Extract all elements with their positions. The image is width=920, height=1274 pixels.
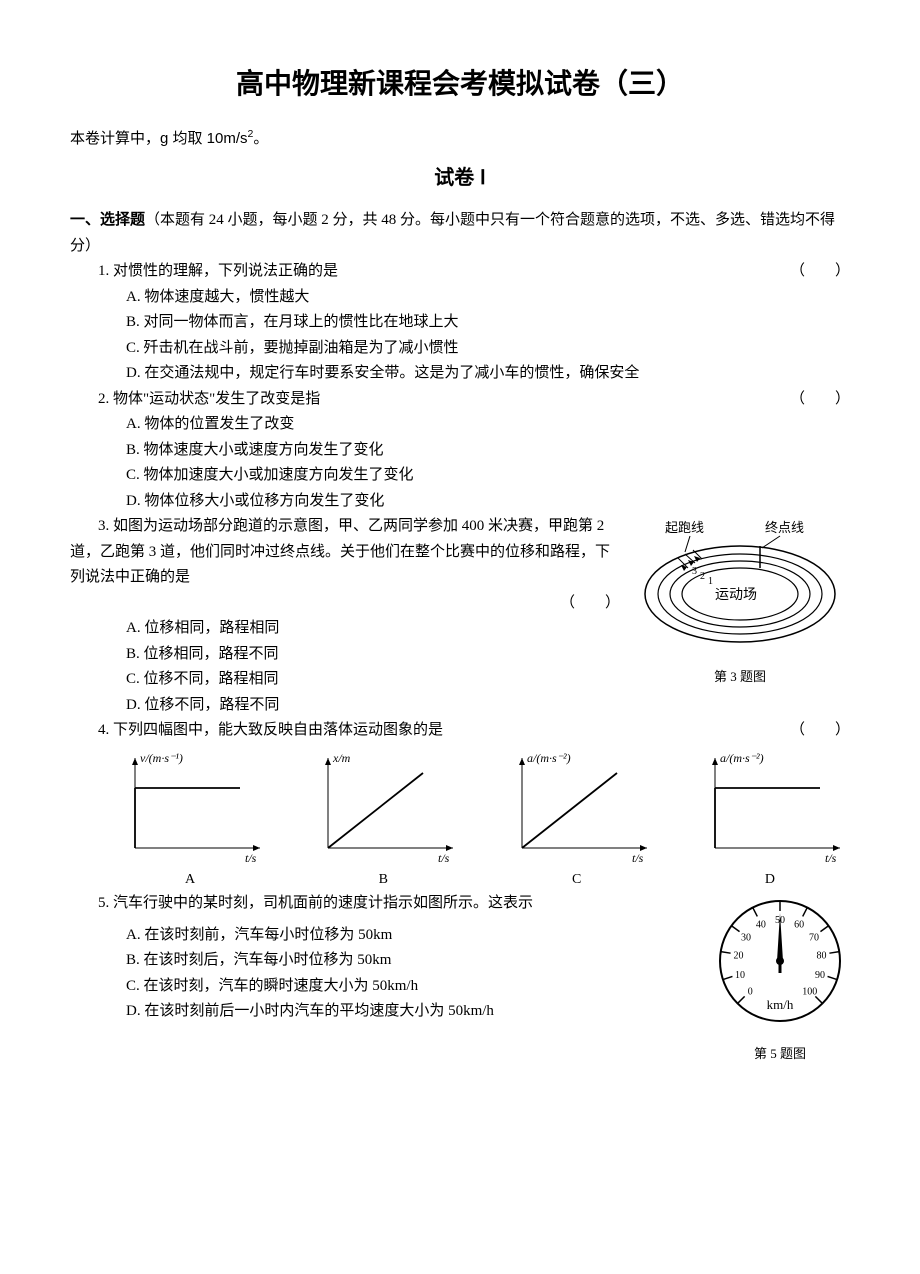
svg-text:0: 0 bbox=[748, 987, 753, 998]
chart-a-yaxis: v/(m·s⁻¹) bbox=[140, 751, 183, 765]
svg-text:80: 80 bbox=[816, 951, 826, 962]
chart-b-yaxis: x/m bbox=[332, 751, 351, 765]
q5-options: A. 在该时刻前，汽车每小时位移为 50km B. 在该时刻后，汽车每小时位移为… bbox=[126, 923, 700, 1025]
label-start: 起跑线 bbox=[665, 520, 704, 535]
q2-options: A. 物体的位置发生了改变 B. 物体速度大小或速度方向发生了变化 C. 物体加… bbox=[126, 412, 850, 514]
q3-figure: 起跑线 终点线 运动场 3 2 1 第 3 题图 bbox=[630, 514, 850, 688]
q5-stem: 5. 汽车行驶中的某时刻，司机面前的速度计指示如图所示。这表示 bbox=[98, 891, 700, 917]
q4-text: 4. 下列四幅图中，能大致反映自由落体运动图象的是 bbox=[98, 722, 443, 738]
q5-opt-a: A. 在该时刻前，汽车每小时位移为 50km bbox=[126, 923, 700, 949]
chart-b-xaxis: t/s bbox=[438, 851, 450, 865]
paper-label: 试卷 Ⅰ bbox=[70, 161, 850, 195]
section-heading: 一、选择题（本题有 24 小题，每小题 2 分，共 48 分。每小题中只有一个符… bbox=[70, 207, 850, 259]
q5-opt-b: B. 在该时刻后，汽车每小时位移为 50km bbox=[126, 948, 700, 974]
lane-2: 2 bbox=[700, 571, 705, 582]
q4-charts: v/(m·s⁻¹) t/s A x/m t/s B a/(m·s⁻²) t/s … bbox=[110, 748, 850, 892]
q4-stem: 4. 下列四幅图中，能大致反映自由落体运动图象的是 （ ） bbox=[98, 718, 850, 744]
chart-d: a/(m·s⁻²) t/s D bbox=[690, 748, 850, 892]
q2-text: 2. 物体"运动状态"发生了改变是指 bbox=[98, 391, 320, 407]
answer-paren: （ ） bbox=[560, 591, 620, 617]
chart-a-label: A bbox=[110, 868, 270, 892]
q1-text: 1. 对惯性的理解，下列说法正确的是 bbox=[98, 263, 338, 279]
chart-c: a/(m·s⁻²) t/s C bbox=[497, 748, 657, 892]
q3-row: 3. 如图为运动场部分跑道的示意图，甲、乙两同学参加 400 米决赛，甲跑第 2… bbox=[70, 514, 850, 718]
exam-title: 高中物理新课程会考模拟试卷（三） bbox=[70, 60, 850, 108]
svg-text:30: 30 bbox=[741, 933, 751, 944]
q2-opt-a: A. 物体的位置发生了改变 bbox=[126, 412, 850, 438]
q5-opt-d: D. 在该时刻前后一小时内汽车的平均速度大小为 50km/h bbox=[126, 999, 700, 1025]
svg-text:10: 10 bbox=[735, 970, 745, 981]
calc-note: 本卷计算中，g 均取 10m/s2。 bbox=[70, 126, 850, 152]
label-finish: 终点线 bbox=[765, 520, 804, 535]
chart-b-label: B bbox=[303, 868, 463, 892]
note-text: 本卷计算中，g 均取 10m/s bbox=[70, 130, 248, 147]
q3-paren-line: （ ） bbox=[70, 591, 620, 617]
q5-text: 5. 汽车行驶中的某时刻，司机面前的速度计指示如图所示。这表示 bbox=[98, 895, 533, 911]
q1-opt-b: B. 对同一物体而言，在月球上的惯性比在地球上大 bbox=[126, 310, 850, 336]
q2-opt-b: B. 物体速度大小或速度方向发生了变化 bbox=[126, 438, 850, 464]
chart-c-xaxis: t/s bbox=[632, 851, 644, 865]
section-head-rest: （本题有 24 小题，每小题 2 分，共 48 分。每小题中只有一个符合题意的选… bbox=[70, 212, 835, 254]
chart-c-label: C bbox=[497, 868, 657, 892]
q3-opt-a: A. 位移相同，路程相同 bbox=[126, 616, 620, 642]
q1-opt-d: D. 在交通法规中，规定行车时要系安全带。这是为了减小车的惯性，确保安全 bbox=[126, 361, 850, 387]
q3-opt-b: B. 位移相同，路程不同 bbox=[126, 642, 620, 668]
svg-text:70: 70 bbox=[809, 933, 819, 944]
answer-paren: （ ） bbox=[790, 259, 850, 285]
q3-stem: 3. 如图为运动场部分跑道的示意图，甲、乙两同学参加 400 米决赛，甲跑第 2… bbox=[70, 514, 620, 591]
chart-d-yaxis: a/(m·s⁻²) bbox=[720, 751, 764, 765]
gauge-unit: km/h bbox=[767, 997, 794, 1012]
q1-options: A. 物体速度越大，惯性越大 B. 对同一物体而言，在月球上的惯性比在地球上大 … bbox=[126, 285, 850, 387]
note-suffix: 。 bbox=[253, 130, 268, 147]
chart-a-xaxis: t/s bbox=[245, 851, 257, 865]
svg-text:20: 20 bbox=[734, 951, 744, 962]
lane-1: 1 bbox=[708, 576, 713, 587]
svg-text:60: 60 bbox=[794, 920, 804, 931]
lane-3: 3 bbox=[692, 566, 697, 577]
q3-options: A. 位移相同，路程相同 B. 位移相同，路程不同 C. 位移不同，路程相同 D… bbox=[126, 616, 620, 718]
chart-d-xaxis: t/s bbox=[825, 851, 837, 865]
label-field: 运动场 bbox=[715, 587, 757, 603]
answer-paren: （ ） bbox=[790, 718, 850, 744]
q2-opt-d: D. 物体位移大小或位移方向发生了变化 bbox=[126, 489, 850, 515]
chart-c-yaxis: a/(m·s⁻²) bbox=[527, 751, 571, 765]
q3-opt-d: D. 位移不同，路程不同 bbox=[126, 693, 620, 719]
svg-text:100: 100 bbox=[802, 987, 817, 998]
q1-opt-c: C. 歼击机在战斗前，要抛掉副油箱是为了减小惯性 bbox=[126, 336, 850, 362]
chart-b: x/m t/s B bbox=[303, 748, 463, 892]
q3-text: 3. 如图为运动场部分跑道的示意图，甲、乙两同学参加 400 米决赛，甲跑第 2… bbox=[70, 518, 610, 585]
q1-opt-a: A. 物体速度越大，惯性越大 bbox=[126, 285, 850, 311]
q3-caption: 第 3 题图 bbox=[630, 666, 850, 688]
section-head-bold: 一、选择题 bbox=[70, 211, 145, 228]
svg-text:90: 90 bbox=[815, 970, 825, 981]
q2-opt-c: C. 物体加速度大小或加速度方向发生了变化 bbox=[126, 463, 850, 489]
q5-caption: 第 5 题图 bbox=[710, 1043, 850, 1065]
q5-row: 5. 汽车行驶中的某时刻，司机面前的速度计指示如图所示。这表示 A. 在该时刻前… bbox=[70, 891, 850, 1065]
q3-opt-c: C. 位移不同，路程相同 bbox=[126, 667, 620, 693]
svg-text:40: 40 bbox=[756, 920, 766, 931]
answer-paren: （ ） bbox=[790, 387, 850, 413]
q1-stem: 1. 对惯性的理解，下列说法正确的是 （ ） bbox=[98, 259, 850, 285]
chart-d-label: D bbox=[690, 868, 850, 892]
q5-opt-c: C. 在该时刻，汽车的瞬时速度大小为 50km/h bbox=[126, 974, 700, 1000]
q5-figure: km/h 0102030405060708090100 第 5 题图 bbox=[710, 891, 850, 1065]
q2-stem: 2. 物体"运动状态"发生了改变是指 （ ） bbox=[98, 387, 850, 413]
chart-a: v/(m·s⁻¹) t/s A bbox=[110, 748, 270, 892]
